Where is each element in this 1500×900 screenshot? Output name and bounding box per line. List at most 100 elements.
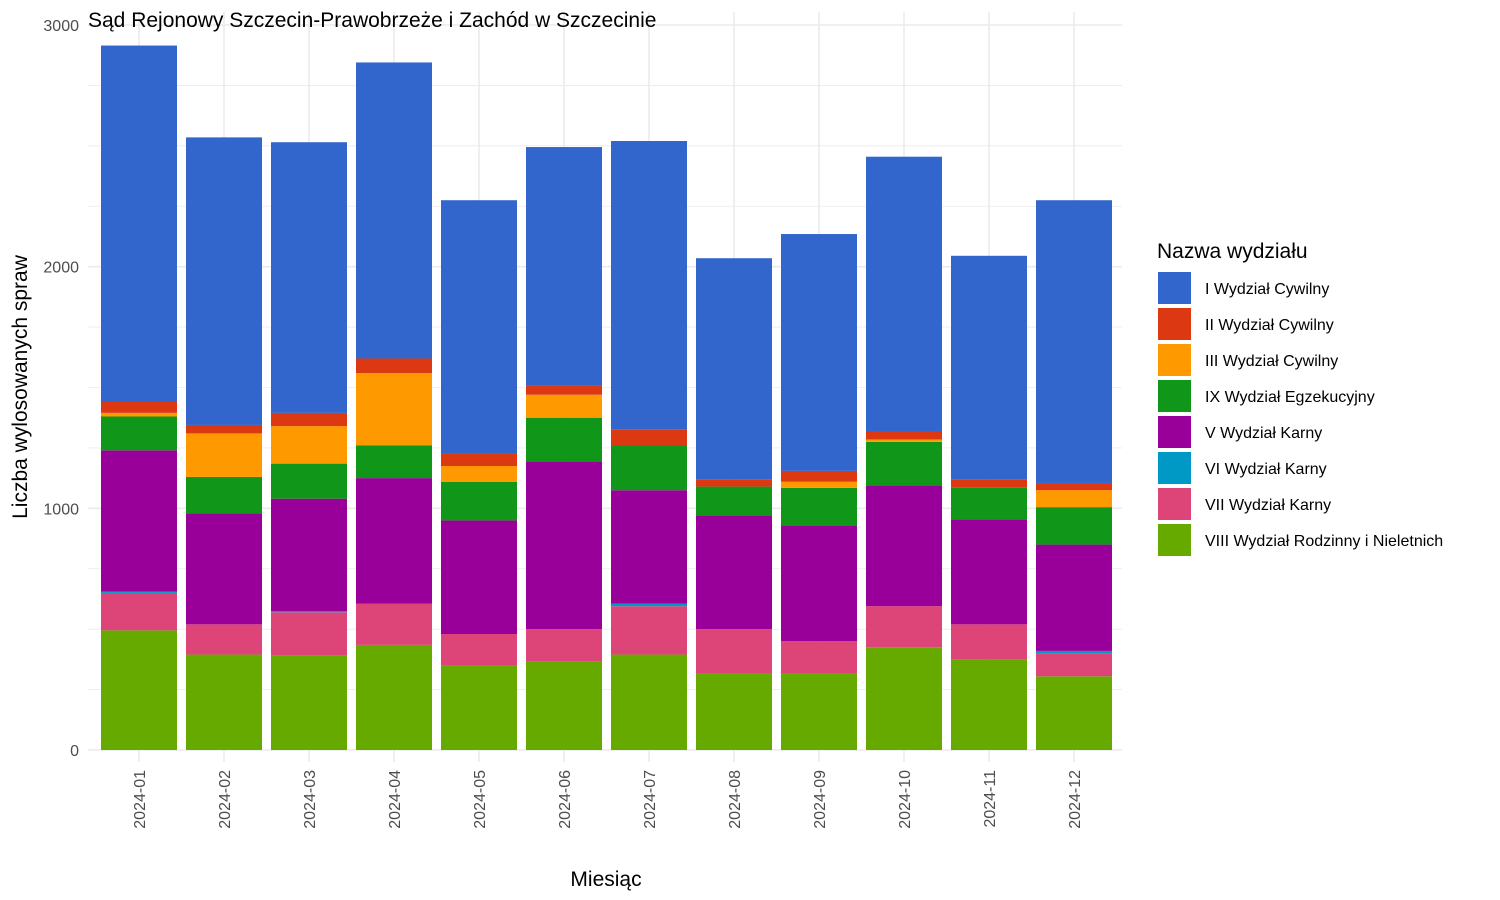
bar-segment-v-wydzia-karny-2024-05 xyxy=(441,520,517,634)
y-tick-label: 1000 xyxy=(43,501,79,518)
legend-title: Nazwa wydziału xyxy=(1157,240,1308,263)
bar-segment-i-wydzia-cywilny-2024-03 xyxy=(271,142,347,413)
x-tick-label: 2024-09 xyxy=(812,770,829,829)
legend-swatch xyxy=(1158,272,1191,304)
bar-segment-vii-wydzia-karny-2024-02 xyxy=(186,624,262,655)
bar-segment-iii-wydzia-cywilny-2024-12 xyxy=(1036,490,1112,508)
bar-segment-ix-wydzia-egzekucyjny-2024-11 xyxy=(951,487,1027,520)
legend-label: IX Wydział Egzekucyjny xyxy=(1205,389,1375,406)
bar-segment-iii-wydzia-cywilny-2024-02 xyxy=(186,433,262,477)
bar-segment-iii-wydzia-cywilny-2024-03 xyxy=(271,426,347,464)
bar-segment-vii-wydzia-karny-2024-03 xyxy=(271,612,347,656)
bar-segment-vi-wydzia-karny-2024-07 xyxy=(611,603,687,607)
bar-segment-iii-wydzia-cywilny-2024-04 xyxy=(356,373,432,446)
bar-segment-v-wydzia-karny-2024-09 xyxy=(781,525,857,642)
x-tick-label: 2024-11 xyxy=(982,770,999,828)
legend-label: II Wydział Cywilny xyxy=(1205,317,1334,334)
bar-segment-ii-wydzia-cywilny-2024-10 xyxy=(866,431,942,440)
bar-segment-iii-wydzia-cywilny-2024-09 xyxy=(781,481,857,488)
bar-segment-ix-wydzia-egzekucyjny-2024-07 xyxy=(611,445,687,491)
bar-segment-ii-wydzia-cywilny-2024-07 xyxy=(611,429,687,446)
x-axis-title: Miesiąc xyxy=(570,868,641,891)
bar-segment-ii-wydzia-cywilny-2024-02 xyxy=(186,424,262,434)
x-tick-label: 2024-06 xyxy=(557,770,574,829)
bar-segment-i-wydzia-cywilny-2024-07 xyxy=(611,141,687,430)
bar-segment-vii-wydzia-karny-2024-04 xyxy=(356,603,432,645)
chart-title: Sąd Rejonowy Szczecin-Prawobrzeże i Zach… xyxy=(88,9,656,32)
bar-segment-ix-wydzia-egzekucyjny-2024-08 xyxy=(696,486,772,516)
bar-segment-i-wydzia-cywilny-2024-04 xyxy=(356,62,432,359)
bar-segment-ii-wydzia-cywilny-2024-11 xyxy=(951,479,1027,488)
x-tick-label: 2024-02 xyxy=(217,770,234,829)
bar-segment-ii-wydzia-cywilny-2024-05 xyxy=(441,453,517,467)
bar-segment-v-wydzia-karny-2024-04 xyxy=(356,478,432,604)
legend-items: I Wydział Cywilny II Wydział Cywilny III W… xyxy=(1158,272,1443,556)
bar-segment-v-wydzia-karny-2024-02 xyxy=(186,513,262,625)
bar-segment-viii-wydzia-rodzinny-i-nieletnich-2024-04 xyxy=(356,644,432,750)
bar-segment-iii-wydzia-cywilny-2024-10 xyxy=(866,439,942,442)
bar-segment-ix-wydzia-egzekucyjny-2024-04 xyxy=(356,445,432,479)
x-tick-label: 2024-12 xyxy=(1067,770,1084,829)
legend-swatch xyxy=(1158,380,1191,412)
bar-segment-vii-wydzia-karny-2024-05 xyxy=(441,634,517,666)
bar-segment-ii-wydzia-cywilny-2024-04 xyxy=(356,358,432,373)
bar-segment-i-wydzia-cywilny-2024-06 xyxy=(526,147,602,386)
bar-segment-ix-wydzia-egzekucyjny-2024-10 xyxy=(866,441,942,486)
bar-segment-i-wydzia-cywilny-2024-12 xyxy=(1036,200,1112,483)
bar-segment-ix-wydzia-egzekucyjny-2024-01 xyxy=(101,416,177,451)
bar-segment-viii-wydzia-rodzinny-i-nieletnich-2024-01 xyxy=(101,630,177,750)
bar-segment-ix-wydzia-egzekucyjny-2024-02 xyxy=(186,476,262,514)
bar-segment-v-wydzia-karny-2024-11 xyxy=(951,519,1027,625)
bar-segment-ix-wydzia-egzekucyjny-2024-05 xyxy=(441,481,517,521)
bar-segment-v-wydzia-karny-2024-07 xyxy=(611,490,687,604)
bar-segment-ii-wydzia-cywilny-2024-09 xyxy=(781,470,857,482)
y-tick-label: 2000 xyxy=(43,260,79,277)
bar-segment-vii-wydzia-karny-2024-08 xyxy=(696,629,772,674)
bar-segment-vii-wydzia-karny-2024-12 xyxy=(1036,653,1112,677)
bar-segment-viii-wydzia-rodzinny-i-nieletnich-2024-07 xyxy=(611,654,687,750)
bar-segment-vii-wydzia-karny-2024-01 xyxy=(101,592,177,631)
x-tick-label: 2024-04 xyxy=(387,770,404,829)
x-tick-label: 2024-01 xyxy=(132,770,149,829)
legend-label: I Wydział Cywilny xyxy=(1205,281,1329,298)
bar-segment-ii-wydzia-cywilny-2024-08 xyxy=(696,479,772,487)
legend-label: VI Wydział Karny xyxy=(1205,461,1327,478)
legend-swatch xyxy=(1158,488,1191,520)
bar-segment-v-wydzia-karny-2024-03 xyxy=(271,498,347,612)
bar-segment-viii-wydzia-rodzinny-i-nieletnich-2024-11 xyxy=(951,659,1027,750)
bar-segment-ii-wydzia-cywilny-2024-03 xyxy=(271,412,347,427)
y-axis-ticks: 0 1000 2000 3000 xyxy=(43,18,79,760)
bar-segment-vii-wydzia-karny-2024-10 xyxy=(866,606,942,648)
bars xyxy=(101,45,1112,750)
bar-segment-i-wydzia-cywilny-2024-08 xyxy=(696,258,772,480)
bar-segment-i-wydzia-cywilny-2024-09 xyxy=(781,234,857,471)
legend-swatch xyxy=(1158,452,1191,484)
bar-segment-v-wydzia-karny-2024-12 xyxy=(1036,544,1112,651)
bar-segment-ii-wydzia-cywilny-2024-06 xyxy=(526,385,602,395)
legend-swatch xyxy=(1158,416,1191,448)
bar-segment-vii-wydzia-karny-2024-11 xyxy=(951,624,1027,660)
bar-segment-ix-wydzia-egzekucyjny-2024-06 xyxy=(526,417,602,462)
legend-label: III Wydział Cywilny xyxy=(1205,353,1338,370)
bar-segment-ix-wydzia-egzekucyjny-2024-03 xyxy=(271,463,347,499)
bar-segment-viii-wydzia-rodzinny-i-nieletnich-2024-08 xyxy=(696,673,772,750)
bar-segment-v-wydzia-karny-2024-01 xyxy=(101,450,177,592)
x-tick-label: 2024-07 xyxy=(642,770,659,829)
bar-segment-vii-wydzia-karny-2024-07 xyxy=(611,606,687,655)
bar-segment-viii-wydzia-rodzinny-i-nieletnich-2024-06 xyxy=(526,661,602,750)
bar-segment-i-wydzia-cywilny-2024-02 xyxy=(186,137,262,425)
bar-segment-ix-wydzia-egzekucyjny-2024-09 xyxy=(781,487,857,526)
bar-segment-vi-wydzia-karny-2024-12 xyxy=(1036,650,1112,654)
legend-swatch xyxy=(1158,524,1191,556)
bar-segment-viii-wydzia-rodzinny-i-nieletnich-2024-12 xyxy=(1036,676,1112,750)
y-axis-title: Liczba wylosowanych spraw xyxy=(9,254,32,519)
legend: Nazwa wydziału I Wydział Cywilny II Wydzi… xyxy=(1157,240,1443,556)
x-tick-label: 2024-10 xyxy=(897,770,914,829)
bar-segment-vi-wydzia-karny-2024-01 xyxy=(101,591,177,593)
x-tick-label: 2024-05 xyxy=(472,770,489,829)
bar-segment-iii-wydzia-cywilny-2024-06 xyxy=(526,394,602,418)
bar-segment-ii-wydzia-cywilny-2024-12 xyxy=(1036,482,1112,491)
bar-segment-v-wydzia-karny-2024-08 xyxy=(696,515,772,630)
legend-swatch xyxy=(1158,344,1191,376)
